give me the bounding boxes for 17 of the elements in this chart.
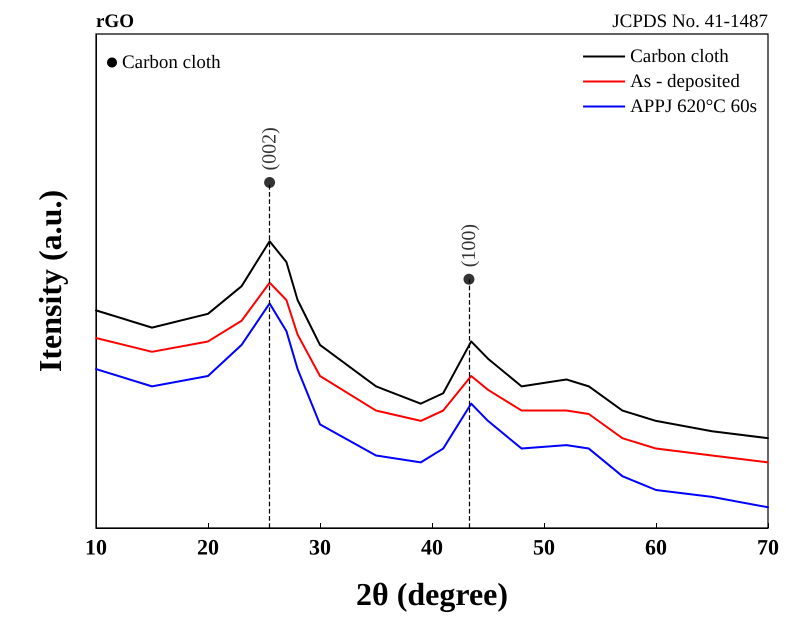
x-tick-label: 30 [309, 534, 331, 560]
legend-label: As - deposited [630, 71, 740, 92]
legend-label: Carbon cloth [630, 46, 730, 67]
x-tick-label: 60 [645, 534, 667, 560]
annotation: (002) [258, 127, 281, 171]
text: JCPDS No. 41-1487 [612, 11, 768, 32]
annotation: (100) [458, 224, 480, 268]
x-tick-label: 70 [757, 534, 779, 560]
text: rGO [96, 11, 134, 32]
x-tick-label: 40 [421, 534, 443, 560]
x-tick-label: 50 [533, 534, 555, 560]
x-tick-label: 20 [197, 534, 219, 560]
legend-label: APPJ 620°C 60s [630, 96, 758, 117]
y-axis-title: Itensity (a.u.) [32, 190, 68, 372]
x-tick-label: 10 [85, 534, 107, 560]
legend-label: Carbon cloth [122, 52, 222, 73]
x-axis-title: 2θ (degree) [356, 576, 508, 613]
